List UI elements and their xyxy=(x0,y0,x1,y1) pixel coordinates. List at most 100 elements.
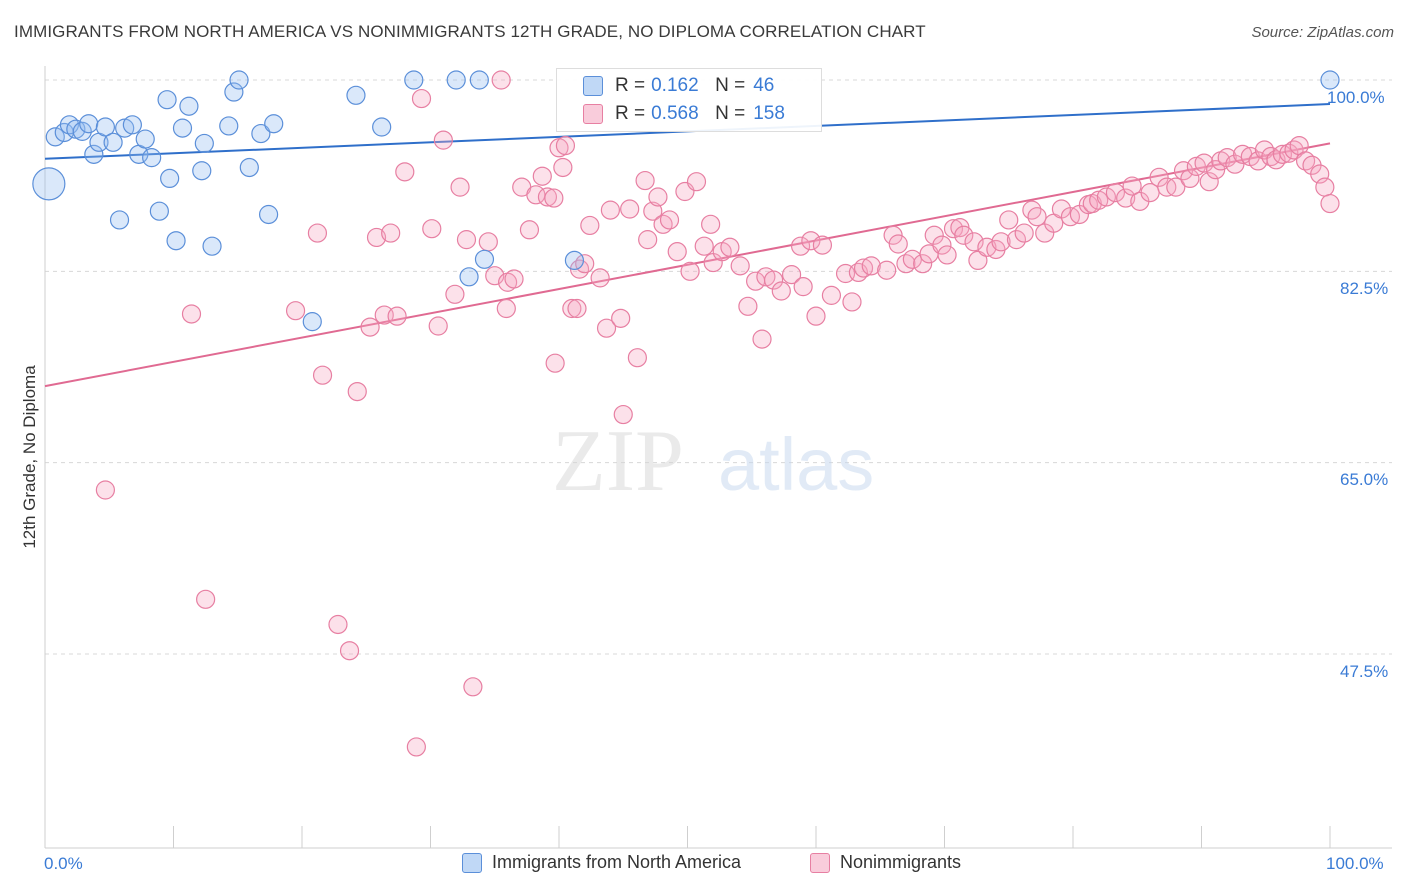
point-nonimmigrants xyxy=(1320,193,1340,214)
point-nonimmigrants xyxy=(1225,154,1245,174)
point-immigrants xyxy=(474,249,495,269)
point-nonimmigrants xyxy=(781,265,802,285)
point-immigrants xyxy=(149,201,169,221)
point-immigrants xyxy=(1320,70,1340,90)
y-tick-label: 82.5% xyxy=(1340,279,1389,298)
bottom-legend-immigrants: Immigrants from North America xyxy=(462,852,741,873)
point-nonimmigrants xyxy=(720,237,740,257)
point-nonimmigrants xyxy=(821,285,842,305)
point-immigrants xyxy=(79,114,99,134)
legend-n-value: 46 xyxy=(753,75,775,96)
point-nonimmigrants xyxy=(1279,143,1299,163)
point-nonimmigrants xyxy=(790,236,811,256)
point-immigrants xyxy=(179,96,199,116)
point-nonimmigrants xyxy=(456,230,477,250)
legend-row-immigrants: R = 0.162 N = 46 xyxy=(557,72,774,100)
point-immigrants xyxy=(84,144,104,164)
point-nonimmigrants xyxy=(771,281,791,301)
point-nonimmigrants xyxy=(387,306,407,326)
point-nonimmigrants xyxy=(95,480,115,500)
point-nonimmigrants xyxy=(562,298,582,319)
watermark-zip: ZIP xyxy=(552,413,684,510)
point-nonimmigrants xyxy=(937,245,957,265)
point-nonimmigrants xyxy=(307,223,328,243)
point-nonimmigrants xyxy=(842,292,862,312)
point-immigrants xyxy=(251,123,271,144)
point-immigrants xyxy=(103,132,123,152)
watermark-atlas: atlas xyxy=(718,423,874,506)
point-immigrants xyxy=(192,161,212,181)
bottom-legend-swatch-pink xyxy=(810,852,830,873)
point-nonimmigrants xyxy=(555,136,576,156)
legend-r-label: R = xyxy=(615,75,646,96)
point-immigrants xyxy=(239,157,259,178)
point-nonimmigrants xyxy=(999,210,1019,230)
point-immigrants xyxy=(459,267,479,287)
watermark: ZIP atlas xyxy=(552,413,874,510)
point-immigrants xyxy=(346,85,366,105)
point-nonimmigrants xyxy=(285,301,306,321)
trend-lines xyxy=(44,103,1331,388)
point-nonimmigrants xyxy=(667,242,687,262)
point-immigrants xyxy=(564,250,585,270)
point-immigrants xyxy=(194,133,214,154)
point-nonimmigrants xyxy=(463,677,483,697)
point-nonimmigrants xyxy=(406,737,426,757)
point-nonimmigrants xyxy=(1199,172,1219,192)
legend-swatch-blue xyxy=(583,76,603,96)
point-nonimmigrants xyxy=(954,225,974,245)
bottom-legend-label: Nonimmigrants xyxy=(840,852,962,872)
point-nonimmigrants xyxy=(504,269,524,289)
point-nonimmigrants xyxy=(861,256,881,276)
point-immigrants xyxy=(172,118,193,138)
point-nonimmigrants xyxy=(730,256,750,276)
point-nonimmigrants xyxy=(620,199,640,219)
point-nonimmigrants xyxy=(422,219,442,239)
point-nonimmigrants xyxy=(756,267,776,287)
point-immigrants xyxy=(72,121,92,141)
point-nonimmigrants xyxy=(763,270,784,290)
point-immigrants xyxy=(264,114,284,134)
point-nonimmigrants xyxy=(913,254,933,274)
point-nonimmigrants xyxy=(659,210,680,230)
chart-title: IMMIGRANTS FROM NORTH AMERICA VS NONIMMI… xyxy=(14,22,926,41)
point-immigrants xyxy=(302,312,322,332)
point-immigrants xyxy=(45,127,65,147)
point-nonimmigrants xyxy=(544,188,564,208)
point-nonimmigrants xyxy=(580,215,600,236)
point-nonimmigrants xyxy=(600,200,621,220)
point-nonimmigrants xyxy=(1217,148,1237,168)
point-nonimmigrants xyxy=(806,306,826,326)
point-immigrants xyxy=(157,90,177,110)
point-immigrants xyxy=(166,231,186,251)
point-immigrants xyxy=(404,70,424,90)
point-nonimmigrants xyxy=(181,304,202,324)
legend-r-value: 0.568 xyxy=(651,103,699,124)
point-nonimmigrants xyxy=(694,236,714,256)
point-nonimmigrants xyxy=(801,231,821,251)
point-nonimmigrants xyxy=(537,187,558,207)
point-nonimmigrants xyxy=(360,317,380,337)
point-immigrants xyxy=(229,70,249,90)
point-immigrants xyxy=(115,118,135,138)
point-nonimmigrants xyxy=(445,284,465,304)
point-nonimmigrants xyxy=(924,225,944,245)
point-nonimmigrants xyxy=(519,220,540,240)
legend-r-label: R = xyxy=(615,103,646,124)
point-nonimmigrants xyxy=(635,170,655,191)
point-nonimmigrants xyxy=(450,177,470,197)
point-nonimmigrants xyxy=(648,187,668,207)
point-nonimmigrants xyxy=(1014,223,1034,243)
point-immigrants xyxy=(258,204,279,225)
point-nonimmigrants xyxy=(611,308,631,328)
point-nonimmigrants xyxy=(686,172,707,192)
point-nonimmigrants xyxy=(312,365,333,385)
point-nonimmigrants xyxy=(1116,188,1136,208)
x-tick-label-min: 0.0% xyxy=(44,854,83,873)
point-nonimmigrants xyxy=(1105,183,1126,203)
legend-n-label: N = xyxy=(715,75,746,96)
point-nonimmigrants xyxy=(853,258,874,278)
point-nonimmigrants xyxy=(545,353,565,373)
correlation-legend: R = 0.162 N = 46 R = 0.568 N = 158 xyxy=(556,68,822,132)
